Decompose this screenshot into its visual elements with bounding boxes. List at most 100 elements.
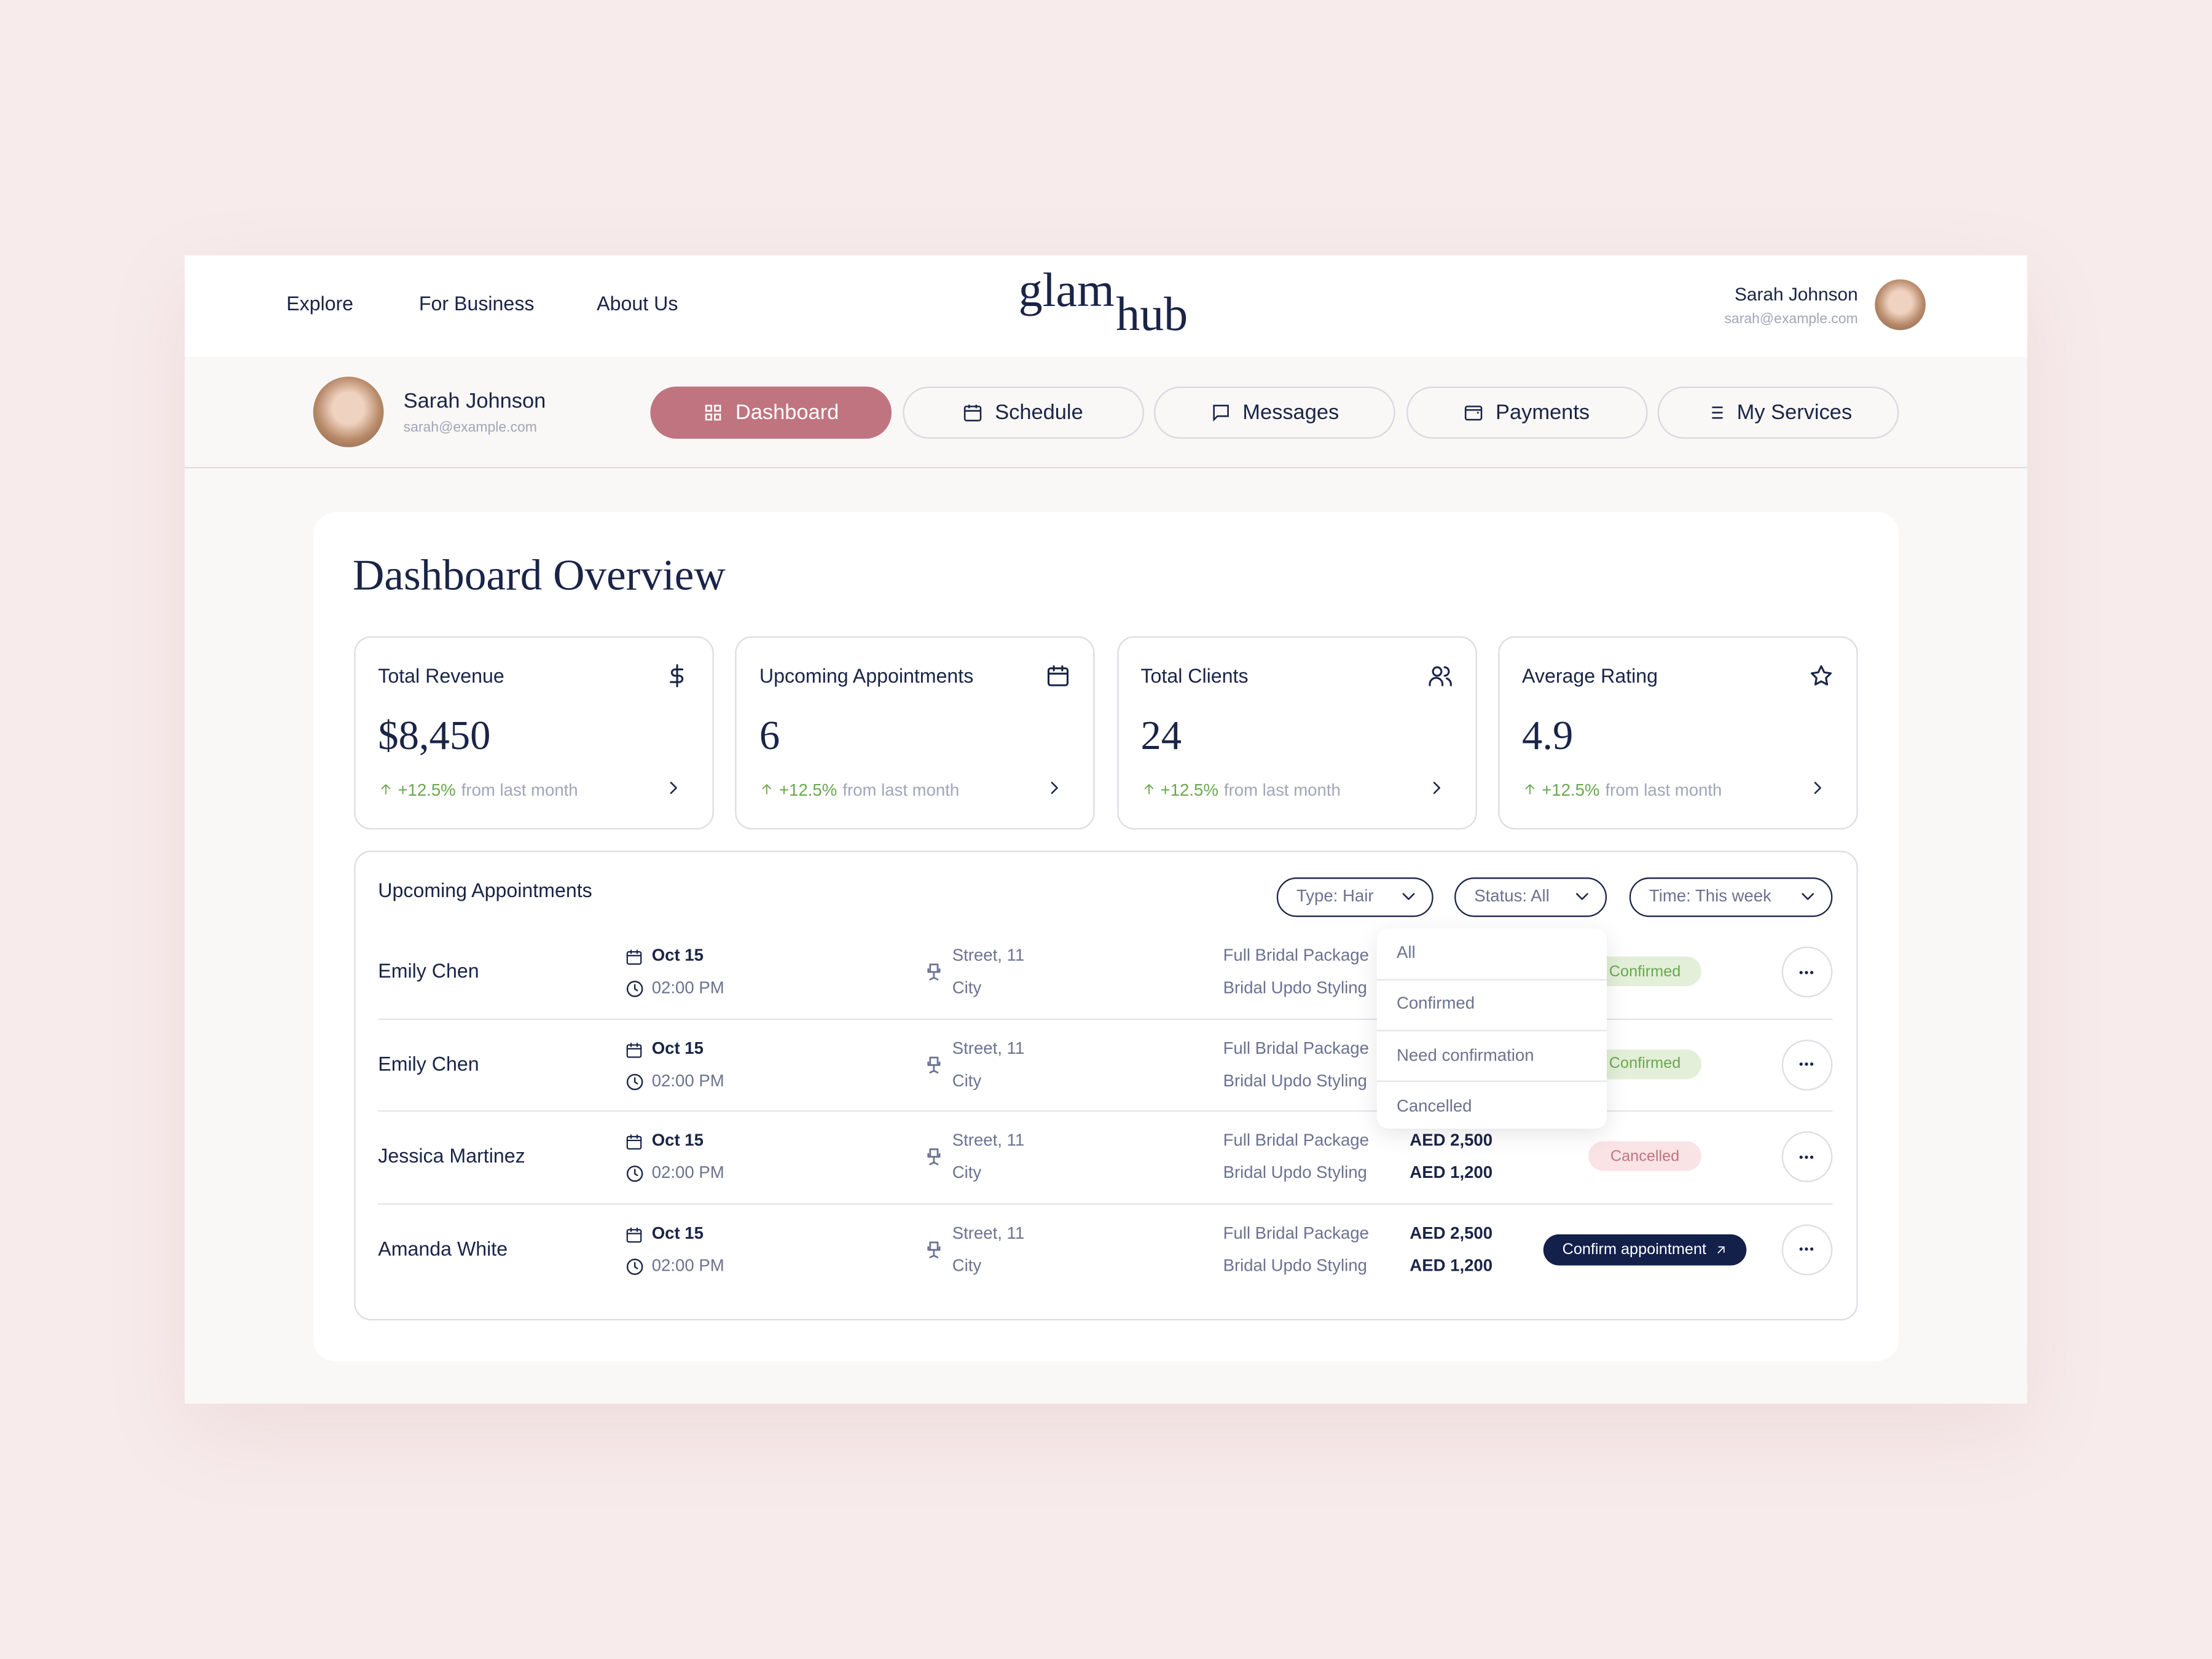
stat-change: +12.5%	[1160, 780, 1218, 800]
stat-change: +12.5%	[779, 780, 837, 800]
up-icon	[381, 784, 391, 794]
up-icon	[763, 784, 772, 794]
tab-label: My Services	[1736, 401, 1853, 425]
stat-value: 4.9	[1522, 713, 1574, 759]
logo: hub	[1116, 289, 1188, 342]
date-icon	[626, 1134, 642, 1150]
status-text: Confirmed	[1609, 1055, 1681, 1072]
tab[interactable]: Messages	[1154, 386, 1395, 439]
row-divider	[378, 1110, 1833, 1112]
service: Full Bridal Package	[1223, 1130, 1369, 1150]
date: Oct 15	[651, 1222, 704, 1242]
service: Full Bridal Package	[1223, 1037, 1369, 1057]
address: City	[952, 1162, 982, 1182]
nav-link[interactable]: Explore	[286, 292, 354, 315]
stat-icon	[1428, 666, 1451, 686]
filter[interactable]	[1629, 877, 1833, 917]
stat-label: Total Revenue	[378, 664, 504, 688]
user-name: Sarah Johnson	[1734, 283, 1858, 305]
dropdown-option[interactable]: Confirmed	[1396, 994, 1475, 1014]
chevron	[670, 782, 677, 794]
more-button[interactable]: •••	[1781, 1131, 1833, 1182]
service: Bridal Updo Styling	[1223, 1070, 1367, 1090]
time-icon	[626, 1165, 643, 1182]
dropdown-option[interactable]: All	[1396, 942, 1416, 962]
chevron	[1432, 782, 1440, 794]
location-icon	[927, 1056, 941, 1073]
tab-label: Messages	[1242, 401, 1339, 425]
price: AED 1,200	[1410, 1255, 1493, 1275]
more-button[interactable]: •••	[1781, 1223, 1833, 1275]
filter-chevron	[1575, 893, 1588, 900]
section-title: Upcoming Appointments	[378, 879, 592, 902]
time: 02:00 PM	[651, 978, 724, 998]
nav-link[interactable]: For Business	[418, 292, 535, 315]
stat-icon	[670, 664, 684, 688]
location-icon	[927, 1241, 941, 1258]
top-nav	[184, 255, 2028, 357]
stat-value: 6	[759, 713, 780, 759]
tab-label: Payments	[1495, 401, 1590, 425]
dropdown-option[interactable]: Cancelled	[1396, 1096, 1472, 1116]
address: Street, 11	[952, 1222, 1025, 1242]
date-icon	[626, 949, 642, 965]
stat-value: 24	[1140, 713, 1182, 759]
stat-label: Average Rating	[1522, 664, 1658, 688]
arrow-icon	[1717, 1245, 1724, 1253]
service: Bridal Updo Styling	[1223, 978, 1367, 998]
nav-link[interactable]: About Us	[597, 292, 678, 315]
status-text: Cancelled	[1610, 1147, 1680, 1165]
address: City	[952, 1255, 982, 1275]
chevron	[1051, 782, 1059, 794]
tab-icon	[705, 404, 722, 421]
tab[interactable]: My Services	[1657, 386, 1899, 439]
address: City	[952, 1070, 982, 1090]
row-divider	[378, 1018, 1833, 1019]
dropdown-divider	[1376, 1080, 1607, 1082]
row-divider	[378, 1202, 1833, 1204]
date: Oct 15	[651, 945, 704, 965]
service: Full Bridal Package	[1223, 1222, 1369, 1242]
page-title: Dashboard Overview	[352, 550, 726, 600]
filter-label: Type: Hair	[1296, 885, 1374, 906]
client-name: Jessica Martinez	[378, 1143, 525, 1167]
status-text: Confirmed	[1609, 962, 1681, 980]
dropdown	[1376, 928, 1607, 1129]
tab[interactable]: Schedule	[902, 386, 1143, 439]
client-name: Emily Chen	[378, 959, 479, 982]
dropdown-option[interactable]: Need confirmation	[1396, 1045, 1534, 1065]
time: 02:00 PM	[651, 1070, 724, 1090]
client-name: Amanda White	[378, 1236, 508, 1260]
filter[interactable]	[1276, 877, 1433, 917]
service: Full Bridal Package	[1223, 945, 1369, 965]
avatar[interactable]	[1875, 279, 1926, 331]
tab[interactable]: Dashboard	[650, 386, 892, 439]
stat-note: from last month	[461, 780, 578, 800]
up-icon	[1525, 784, 1534, 794]
client-name: Emily Chen	[378, 1051, 479, 1075]
price: AED 2,500	[1410, 1130, 1493, 1150]
stat-note: from last month	[842, 780, 960, 800]
stat-change: +12.5%	[1542, 780, 1600, 800]
avatar	[313, 377, 384, 447]
stat-card	[735, 636, 1096, 830]
address: Street, 11	[952, 1037, 1025, 1057]
time: 02:00 PM	[651, 1255, 724, 1275]
more-button[interactable]: •••	[1781, 1038, 1833, 1090]
up-icon	[1143, 784, 1153, 794]
address: City	[952, 978, 982, 998]
tab-label: Schedule	[995, 401, 1083, 425]
confirm-button[interactable]: Confirm appointment	[1543, 1233, 1747, 1265]
filter[interactable]	[1454, 877, 1607, 917]
tab-icon	[1708, 406, 1723, 419]
tab[interactable]: Payments	[1405, 386, 1647, 439]
location-icon	[927, 963, 941, 981]
service: Bridal Updo Styling	[1223, 1255, 1367, 1275]
time-icon	[626, 1073, 643, 1090]
location-icon	[927, 1148, 941, 1166]
date-icon	[626, 1041, 642, 1057]
more-button[interactable]: •••	[1781, 946, 1833, 998]
appointments-panel	[354, 850, 1858, 1320]
